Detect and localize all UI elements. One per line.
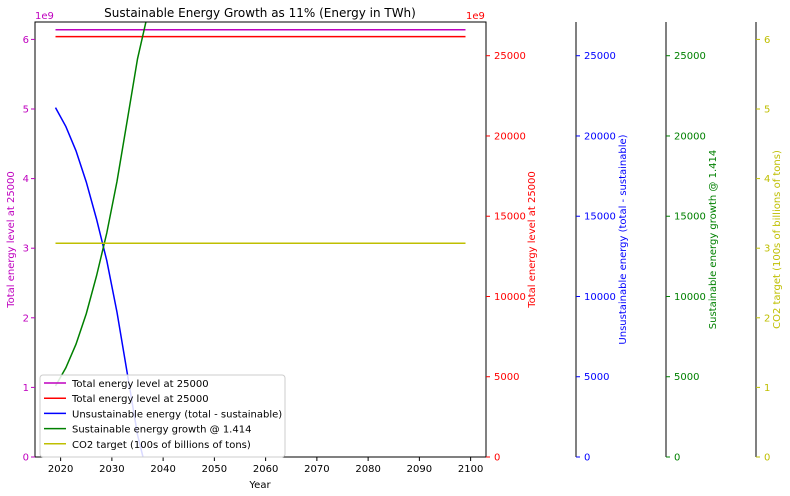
y-tick-label-ax3: 10000 (584, 292, 616, 303)
y-axis-label-ax2: Total energy level at 25000 (527, 171, 538, 309)
y-tick-label-ax5: 6 (764, 35, 770, 46)
y-tick-label-ax1: 1 (23, 383, 29, 394)
axes: 2020 2030 2040 2050 2060 2070 2080 2090 21000123… (6, 11, 783, 475)
x-tick-label: 2040 (150, 464, 175, 475)
y-tick-label-ax5: 4 (764, 174, 770, 185)
x-tick-label: 2090 (407, 464, 432, 475)
y-tick-label-ax5: 3 (764, 244, 770, 255)
y-tick-label-ax4: 15000 (674, 212, 706, 223)
y-tick-label-ax3: 20000 (584, 131, 616, 142)
x-tick-label: 2030 (99, 464, 124, 475)
legend-box (39, 374, 286, 458)
x-tick-label: 2100 (458, 464, 483, 475)
y-axis-label-ax3: Unsustainable energy (total - sustainabl… (618, 134, 629, 344)
legend-entry: CO2 target (100s of billions of tons) (72, 440, 251, 451)
y-axis-label-ax5: CO2 target (100s of billions of tons) (772, 150, 783, 329)
y-tick-label-ax5: 1 (764, 383, 770, 394)
x-tick-label: 2050 (202, 464, 227, 475)
y-tick-label-ax1: 3 (23, 244, 29, 255)
legend-entry: Unsustainable energy (total - sustainabl… (72, 409, 282, 420)
y-tick-label-ax2: 5000 (494, 372, 519, 383)
plot-lines (54, 22, 466, 457)
y-tick-label-ax4: 5000 (674, 372, 699, 383)
y-tick-label-ax1: 6 (23, 35, 29, 46)
x-tick-label: 2080 (355, 464, 380, 475)
y-tick-label-ax5: 0 (764, 453, 770, 464)
y-axis-offset-ax2: 1e9 (466, 11, 485, 22)
x-tick-label: 2070 (304, 464, 329, 475)
y-tick-label-ax2: 10000 (494, 292, 526, 303)
legend-entry: Sustainable energy growth @ 1.414 (72, 425, 251, 436)
y-tick-label-ax1: 2 (23, 313, 29, 324)
y-axis-label-ax1: Total energy level at 25000 (6, 171, 17, 309)
x-tick-label: 2060 (253, 464, 278, 475)
y-tick-label-ax3: 5000 (584, 372, 609, 383)
y-axis-label-ax4: Sustainable energy growth @ 1.414 (708, 150, 719, 329)
y-tick-label-ax3: 0 (584, 453, 590, 464)
x-tick-label: 2020 (48, 464, 73, 475)
y-tick-label-ax2: 20000 (494, 131, 526, 142)
y-tick-label-ax3: 15000 (584, 212, 616, 223)
y-tick-label-ax2: 0 (494, 453, 500, 464)
x-axis-label: Year (248, 480, 271, 491)
series-line-4 (54, 22, 147, 387)
legend-entry: Total energy level at 25000 (71, 379, 209, 390)
y-tick-label-ax2: 15000 (494, 212, 526, 223)
y-tick-label-ax1: 4 (23, 174, 29, 185)
y-tick-label-ax4: 10000 (674, 292, 706, 303)
legend-entry: Total energy level at 25000 (71, 394, 209, 405)
y-axis-offset-ax1: 1e9 (35, 11, 54, 22)
y-tick-label-ax5: 2 (764, 313, 770, 324)
y-tick-label-ax5: 5 (764, 105, 770, 116)
y-tick-label-ax4: 20000 (674, 131, 706, 142)
y-tick-label-ax3: 25000 (584, 51, 616, 62)
y-tick-label-ax4: 0 (674, 453, 680, 464)
y-tick-label-ax2: 25000 (494, 51, 526, 62)
y-tick-label-ax1: 5 (23, 105, 29, 116)
y-tick-label-ax1: 0 (23, 453, 29, 464)
legend: Total energy level at 25000 Total energy … (39, 374, 286, 458)
y-tick-label-ax4: 25000 (674, 51, 706, 62)
chart-title: Sustainable Energy Growth as 11% (Energy… (104, 6, 416, 20)
